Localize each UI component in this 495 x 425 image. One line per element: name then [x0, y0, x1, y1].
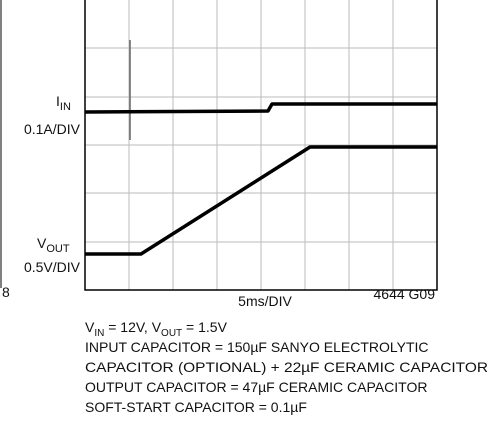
note-line: INPUT CAPACITOR = 150µF SANYO ELECTROLYT… [85, 339, 429, 355]
cond-part: V [85, 319, 95, 335]
iin-scale: 0.1A/DIV [24, 121, 81, 137]
scope-frame [84, 0, 438, 291]
cond-part: = 1.5V [182, 319, 227, 335]
iin-trace [84, 102, 437, 114]
cond-sub: OUT [161, 328, 182, 339]
note-line: OUTPUT CAPACITOR = 47µF CERAMIC CAPACITO… [85, 379, 427, 395]
vout-sub: OUT [46, 243, 70, 255]
vout-trace [85, 145, 437, 256]
grid [85, 0, 437, 290]
iin-label: IIN [56, 93, 71, 113]
figure-id: 4644 G09 [374, 286, 436, 302]
iin-sub: IN [60, 101, 71, 113]
note-line: CAPACITOR (OPTIONAL) + 22µF CERAMIC CAPA… [85, 359, 488, 375]
time-scale: 5ms/DIV [238, 293, 292, 309]
cond-sub: IN [94, 328, 104, 339]
cond-part: = 12V, V [104, 319, 161, 335]
vout-label: VOUT [37, 235, 70, 255]
edge-fragment: 8 [2, 284, 10, 300]
conditions: VIN = 12V, VOUT = 1.5V [85, 319, 228, 339]
vout-scale: 0.5V/DIV [24, 259, 81, 275]
vout-main: V [37, 235, 47, 251]
note-line: SOFT-START CAPACITOR = 0.1µF [85, 399, 307, 415]
iin-main: I [56, 93, 60, 109]
